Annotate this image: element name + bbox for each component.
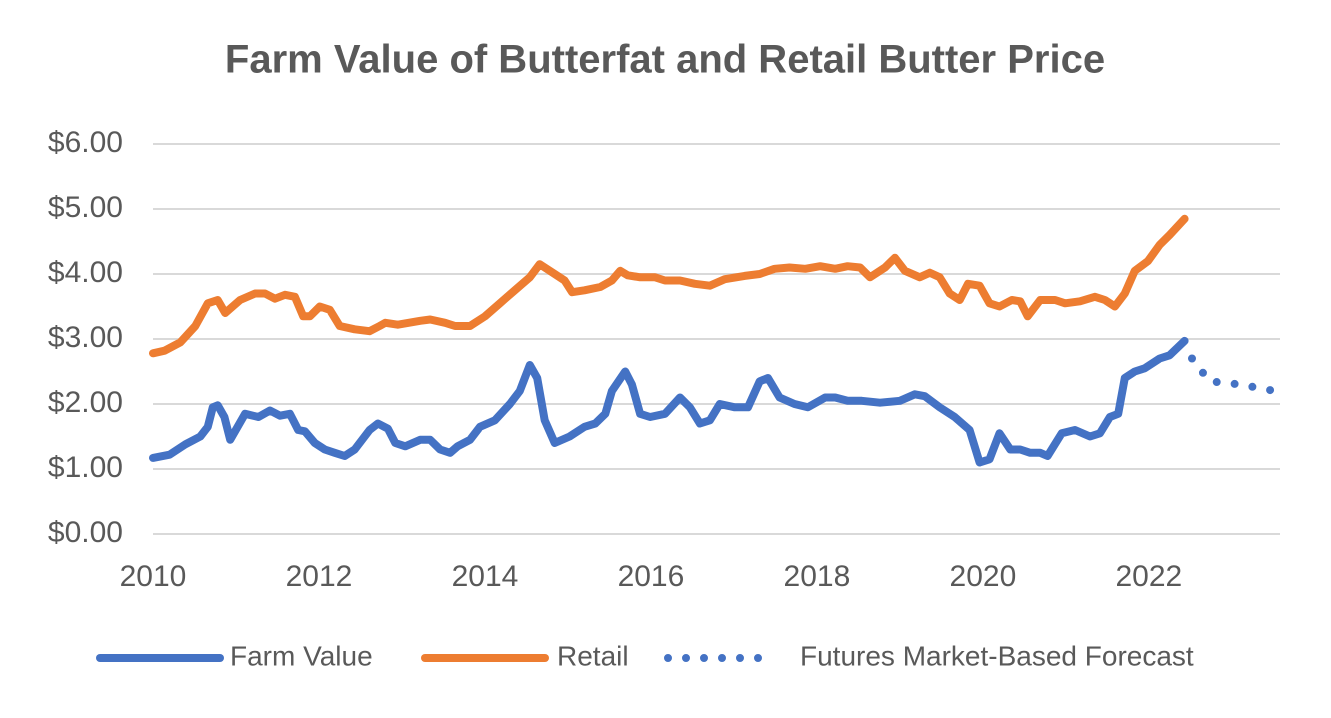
x-tick-label: 2020 — [950, 560, 1017, 593]
x-tick-label: 2016 — [618, 560, 685, 593]
chart-title: Farm Value of Butterfat and Retail Butte… — [225, 38, 1105, 82]
y-tick-label: $4.00 — [48, 256, 123, 289]
x-tick-label: 2018 — [784, 560, 851, 593]
y-tick-label: $5.00 — [48, 191, 123, 224]
x-tick-label: 2010 — [120, 560, 187, 593]
x-tick-label: 2014 — [452, 560, 519, 593]
y-tick-label: $3.00 — [48, 321, 123, 354]
y-tick-label: $1.00 — [48, 451, 123, 484]
y-tick-label: $0.00 — [48, 516, 123, 549]
series-line — [1188, 354, 1279, 395]
series-line — [149, 336, 1189, 467]
x-tick-label: 2012 — [286, 560, 353, 593]
legend-label: Retail — [557, 640, 629, 671]
legend-label: Futures Market-Based Forecast — [800, 640, 1194, 671]
legend-label: Farm Value — [230, 640, 373, 671]
x-tick-label: 2022 — [1116, 560, 1183, 593]
series-line — [149, 214, 1189, 358]
y-tick-label: $6.00 — [48, 126, 123, 159]
y-tick-label: $2.00 — [48, 386, 123, 419]
